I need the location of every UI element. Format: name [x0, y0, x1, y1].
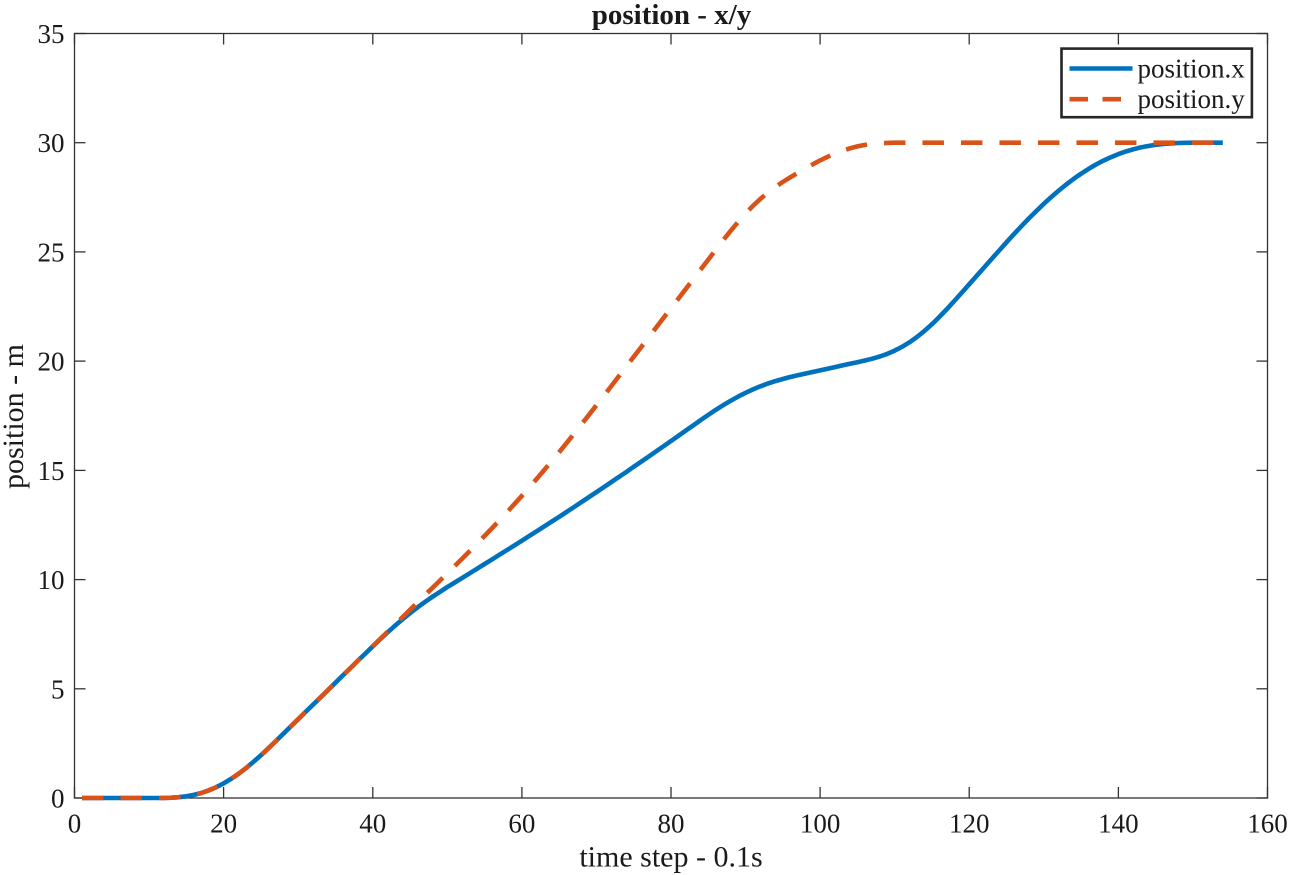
svg-text:140: 140 — [1098, 809, 1139, 839]
svg-text:35: 35 — [38, 19, 65, 49]
svg-text:25: 25 — [38, 237, 65, 267]
svg-text:100: 100 — [800, 809, 841, 839]
svg-text:position.x: position.x — [1138, 54, 1246, 84]
svg-text:10: 10 — [38, 565, 65, 595]
svg-text:position - x/y: position - x/y — [592, 0, 752, 31]
svg-text:160: 160 — [1247, 809, 1288, 839]
svg-text:15: 15 — [38, 456, 65, 486]
svg-text:0: 0 — [68, 809, 82, 839]
svg-text:30: 30 — [38, 128, 65, 158]
svg-text:60: 60 — [508, 809, 535, 839]
svg-text:20: 20 — [38, 347, 65, 377]
svg-text:time step - 0.1s: time step - 0.1s — [579, 841, 762, 874]
svg-text:5: 5 — [51, 674, 65, 704]
svg-text:position - m: position - m — [0, 344, 30, 489]
svg-text:80: 80 — [658, 809, 685, 839]
svg-text:0: 0 — [51, 784, 65, 814]
svg-text:40: 40 — [359, 809, 386, 839]
svg-text:position.y: position.y — [1138, 84, 1246, 114]
svg-text:20: 20 — [210, 809, 237, 839]
svg-text:120: 120 — [949, 809, 990, 839]
